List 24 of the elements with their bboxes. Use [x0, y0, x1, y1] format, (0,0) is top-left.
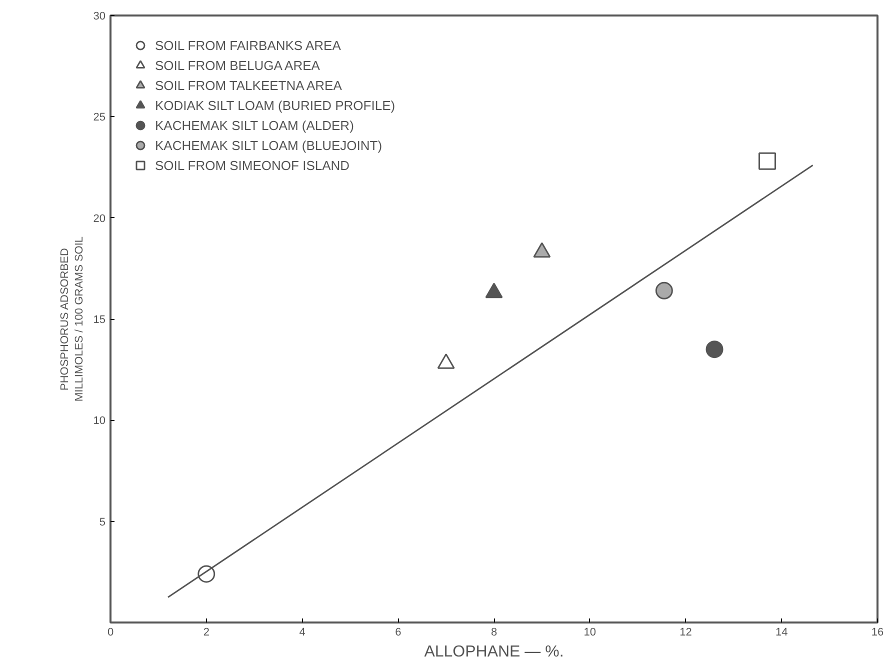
x-tick-label: 6: [395, 626, 402, 638]
y-tick-label: 30: [93, 10, 106, 22]
x-tick-label: 10: [584, 626, 596, 638]
legend-label: KODIAK SILT LOAM (BURIED PROFILE): [155, 96, 396, 115]
legend-label: SOIL FROM FAIRBANKS AREA: [155, 36, 341, 54]
legend-label: KACHEMAK SILT LOAM (BLUEJOINT): [155, 136, 382, 155]
y-tick-label: 20: [93, 212, 106, 225]
y-tick-label: 25: [93, 112, 106, 124]
x-tick-label: 12: [680, 626, 692, 638]
legend-label: SOIL FROM SIMEONOF ISLAND: [155, 156, 350, 174]
x-tick-label: 14: [776, 626, 788, 638]
legend-label: KACHEMAK SILT LOAM (ALDER): [155, 116, 354, 135]
y-axis-title: PHOSPHORUS ADSORBED MILLIMOLES / 100 GRAMS SOIL: [58, 236, 86, 402]
x-tick-label: 8: [490, 626, 498, 638]
y-tick-label: 15: [93, 314, 106, 326]
y-tick-label: 10: [93, 415, 106, 428]
x-tick-label: 4: [299, 626, 306, 638]
x-tick-label: 16: [871, 626, 884, 638]
x-tick-label: 0: [107, 626, 114, 638]
x-tick-label: 2: [203, 626, 210, 638]
legend-label: SOIL FROM TALKEETNA AREA: [155, 76, 342, 94]
legend-label: SOIL FROM BELUGA AREA: [155, 56, 320, 74]
y-tick-label: 5: [99, 516, 106, 528]
x-axis-title: ALLOPHANE — %.: [424, 644, 564, 660]
